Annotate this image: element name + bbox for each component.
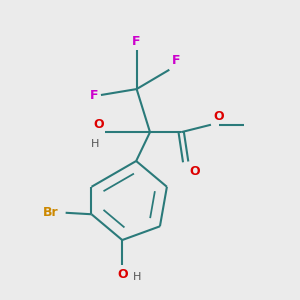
Text: O: O bbox=[93, 118, 104, 131]
Text: F: F bbox=[90, 88, 99, 101]
Text: F: F bbox=[132, 35, 141, 48]
Text: H: H bbox=[91, 139, 99, 149]
Text: Br: Br bbox=[43, 206, 59, 219]
Text: O: O bbox=[189, 166, 200, 178]
Text: O: O bbox=[117, 268, 128, 281]
Text: H: H bbox=[133, 272, 141, 282]
Text: O: O bbox=[213, 110, 224, 123]
Text: F: F bbox=[172, 54, 181, 68]
